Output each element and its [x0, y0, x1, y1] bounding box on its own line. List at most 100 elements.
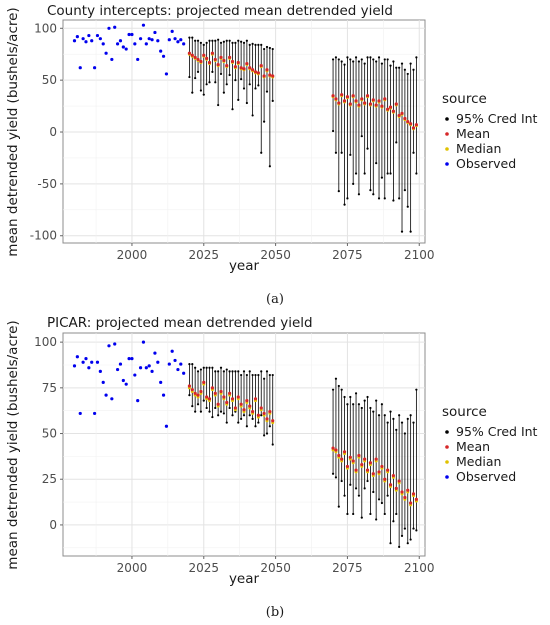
mean-point [230, 59, 235, 64]
mean-point [239, 402, 243, 406]
cred-int-point [372, 58, 375, 61]
cred-int-point [251, 417, 254, 421]
observed-point [167, 362, 171, 366]
cred-int-point [403, 527, 406, 530]
mean-point [190, 388, 194, 392]
cred-int-point [248, 83, 251, 86]
mean-point [242, 67, 246, 71]
mean-point [259, 64, 263, 68]
observed-point [133, 373, 137, 377]
y-tick-label: 75 [42, 381, 57, 395]
cred-int-point [398, 414, 401, 417]
cred-int-point [202, 366, 205, 369]
cred-int-point [400, 534, 404, 537]
mean-point [210, 51, 214, 55]
observed-point [156, 360, 160, 364]
cred-int-point [188, 394, 191, 397]
cred-int-point [369, 406, 372, 410]
cred-int-point [260, 151, 263, 154]
cred-int-point [208, 81, 211, 84]
cred-int-point [219, 410, 223, 413]
mean-point [202, 380, 206, 384]
mean-point [259, 406, 263, 410]
observed-point [72, 39, 77, 43]
cred-int-point [245, 425, 248, 428]
cred-int-point [403, 189, 406, 192]
observed-point [161, 393, 166, 397]
data-marks [72, 23, 418, 233]
mean-point [368, 461, 373, 465]
mean-point [268, 409, 272, 414]
mean-point [251, 409, 255, 414]
legend-key [445, 147, 449, 151]
mean-point [190, 53, 194, 57]
cred-int-point [386, 58, 389, 61]
cred-int-point [271, 373, 274, 377]
cred-int-point [340, 388, 343, 391]
observed-point [78, 411, 82, 416]
y-tick-label: -100 [30, 229, 57, 243]
observed-point [164, 424, 169, 428]
mean-point [368, 102, 373, 106]
legend-entry: Mean [456, 126, 490, 141]
cred-int-point [191, 362, 194, 366]
x-tick-label: 2000 [117, 561, 148, 575]
mean-point [388, 105, 393, 109]
mean-point [357, 453, 361, 458]
cred-int-point [343, 63, 346, 66]
cred-int-point [354, 392, 358, 395]
cred-int-point [372, 490, 375, 494]
cred-int-point [199, 41, 203, 44]
cred-int-point [188, 36, 191, 39]
cred-int-point [395, 428, 398, 431]
x-tick-label: 2025 [189, 248, 220, 262]
cred-int-point [375, 162, 378, 165]
cred-int-point [406, 417, 409, 421]
cred-int-point [219, 366, 223, 369]
cred-int-point [257, 84, 260, 87]
mean-point [271, 419, 275, 423]
cred-int-point [372, 410, 375, 413]
cred-int-point [386, 172, 389, 175]
mean-point [380, 464, 384, 469]
cred-int-point [248, 370, 251, 373]
cred-int-point [415, 56, 418, 59]
cred-int-point [205, 366, 208, 369]
cred-int-point [406, 72, 409, 76]
mean-point [386, 468, 390, 472]
observed-point [170, 29, 174, 34]
cred-int-point [191, 405, 194, 408]
mean-point [331, 94, 335, 98]
observed-point [113, 342, 117, 346]
cred-int-point [263, 47, 266, 51]
mean-point [406, 488, 410, 492]
cred-int-point [234, 79, 237, 82]
cred-int-point [208, 410, 211, 413]
mean-point [403, 116, 407, 121]
cred-int-point [349, 153, 352, 156]
cred-int-point [263, 120, 266, 123]
mean-point [400, 111, 404, 115]
cred-int-point [354, 56, 358, 59]
cred-int-point [214, 39, 217, 42]
y-tick-label: 0 [49, 125, 57, 139]
cred-int-point [331, 388, 335, 391]
cred-int-point [257, 421, 260, 424]
cred-int-point [191, 36, 194, 39]
cred-int-point [248, 43, 251, 46]
observed-point [141, 23, 146, 27]
cred-int-point [369, 512, 372, 516]
cred-int-point [251, 373, 254, 377]
cred-int-point [383, 58, 386, 61]
cred-int-point [254, 87, 257, 90]
cred-int-point [398, 66, 401, 69]
observed-point [95, 360, 100, 364]
cred-int-point [217, 38, 220, 41]
mean-point [248, 404, 252, 408]
cred-int-point [331, 129, 335, 133]
mean-point [253, 397, 258, 401]
cred-int-point [199, 410, 203, 413]
observed-point [138, 37, 143, 41]
panel-county-intercepts: County intercepts: projected mean detren… [5, 3, 538, 307]
